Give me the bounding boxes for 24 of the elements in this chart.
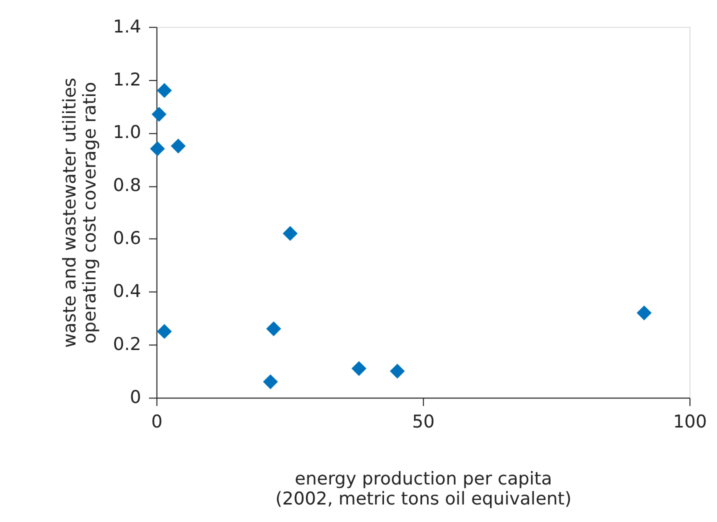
y-tick-label: 1.0 [112, 123, 142, 144]
x-tick-label: 50 [412, 412, 435, 433]
x-tick-label: 0 [151, 412, 163, 433]
y-axis-title: waste and wastewater utilities operating cost coverage ratio [60, 78, 100, 348]
y-tick-label: 1.2 [112, 70, 142, 90]
y-tick-label: 0.2 [112, 335, 142, 356]
point [282, 226, 298, 241]
y-tick-label: 0 [130, 388, 142, 408]
x-axis-title: energy production per capita (2002, metric tons oil equivalent) [275, 470, 572, 510]
point [150, 141, 165, 156]
point [170, 138, 186, 154]
x-tick-label: 100 [673, 412, 707, 433]
point [263, 374, 278, 390]
point [156, 324, 172, 339]
point [156, 82, 172, 98]
y-tick-label: 0.8 [112, 176, 142, 196]
point [636, 305, 652, 320]
y-tick-label: 0.6 [112, 229, 142, 250]
point [390, 364, 405, 379]
y-tick-label: 0.4 [112, 282, 142, 302]
point [152, 106, 167, 122]
point [266, 321, 282, 336]
y-tick-label: 1.4 [112, 17, 142, 38]
point [351, 361, 366, 376]
